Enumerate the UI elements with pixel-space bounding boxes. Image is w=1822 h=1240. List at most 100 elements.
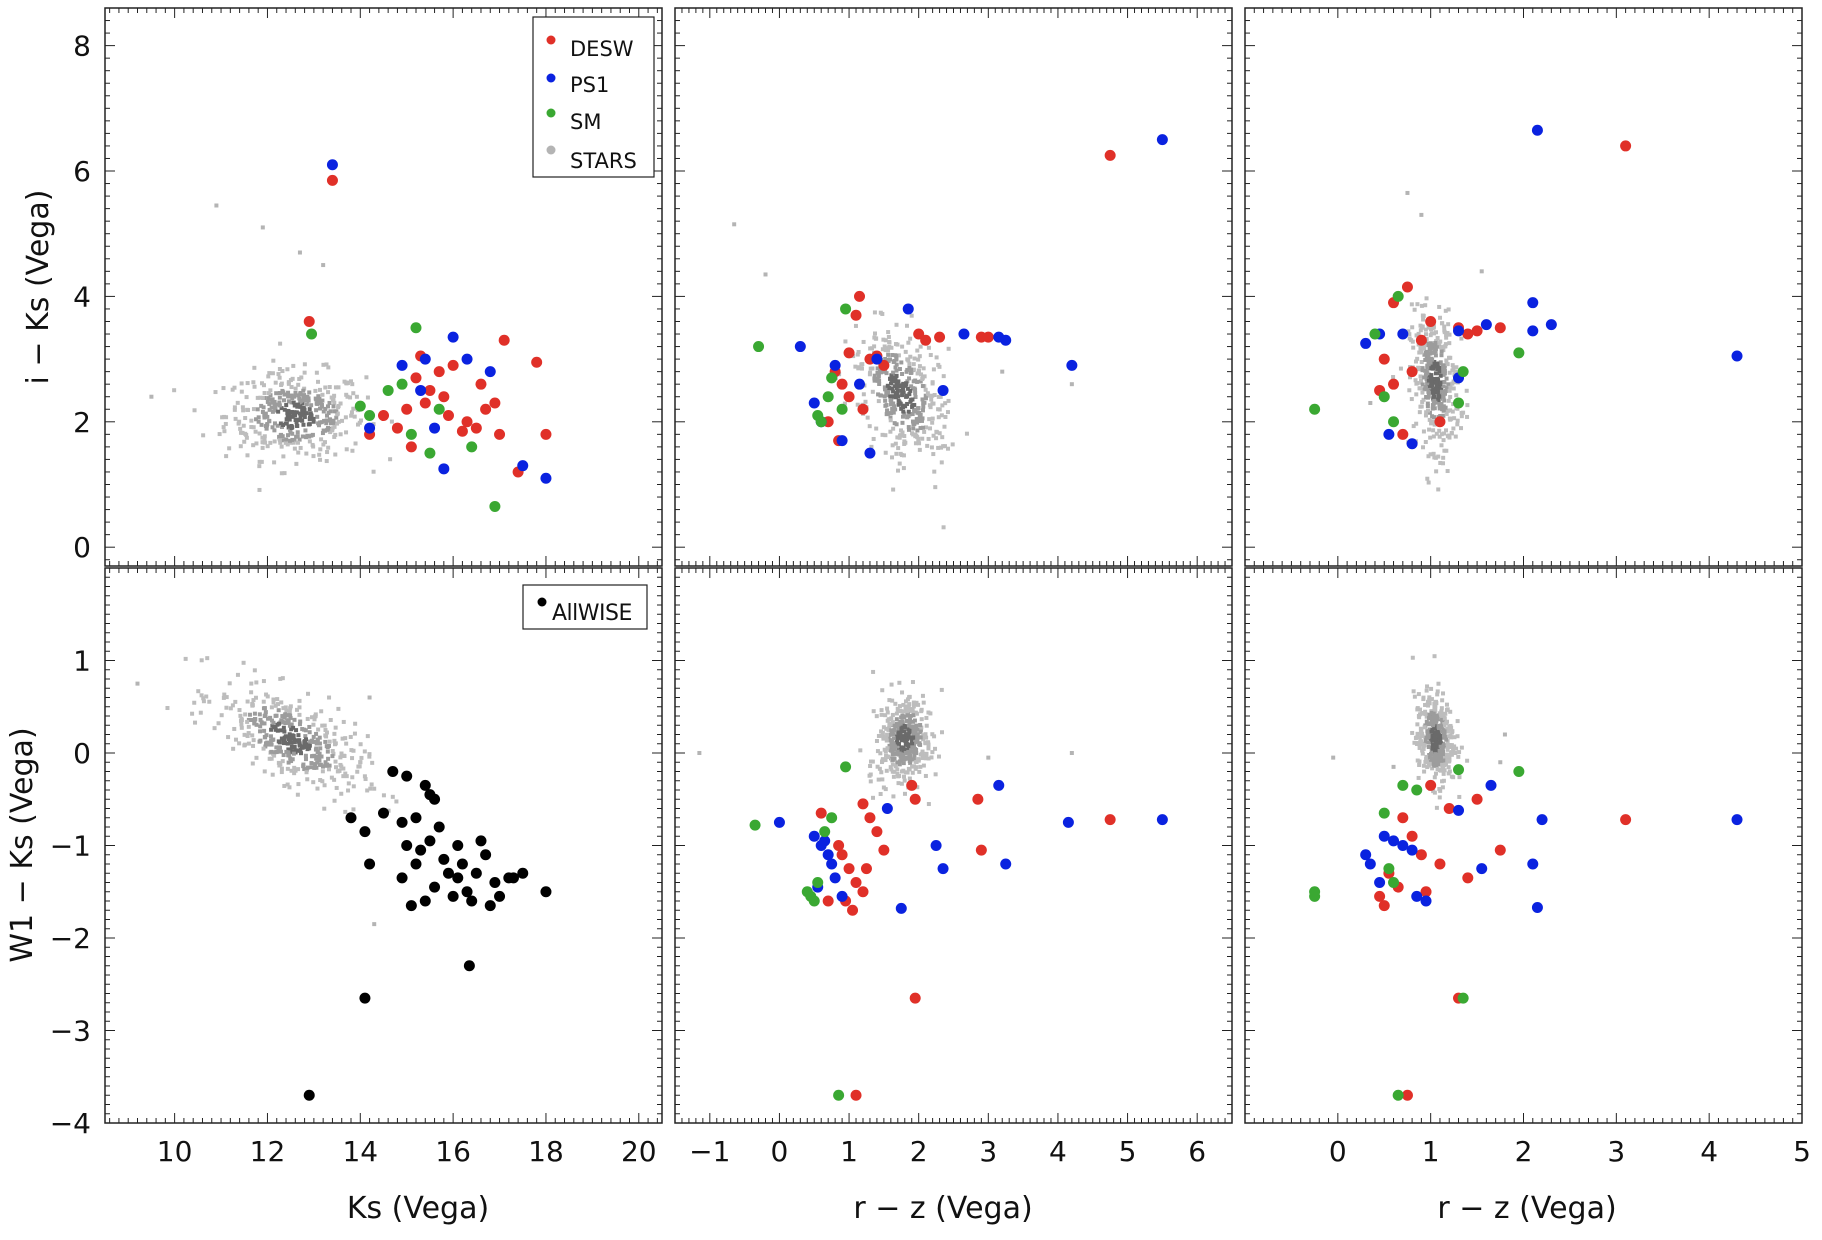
star-point <box>307 407 312 412</box>
star-point <box>279 381 284 386</box>
star-point <box>1435 740 1440 745</box>
star-point <box>1426 394 1431 399</box>
point-ps1 <box>1156 814 1168 826</box>
star-point <box>916 357 921 362</box>
star-point <box>294 410 299 415</box>
star-point <box>339 791 344 796</box>
x-tick-label: 2 <box>910 1135 928 1168</box>
star-point <box>201 696 206 701</box>
star-point <box>285 741 290 746</box>
star-point <box>927 403 932 408</box>
star-point <box>289 740 294 745</box>
star-point <box>1424 754 1429 759</box>
star-point <box>1457 750 1462 755</box>
point-desw <box>1397 428 1409 440</box>
star-point <box>271 358 276 363</box>
star-point <box>878 791 883 796</box>
star-point <box>1423 386 1428 391</box>
star-point <box>1436 397 1441 402</box>
point-desw <box>1434 416 1446 428</box>
star-point <box>884 768 889 773</box>
star-point <box>1450 363 1455 368</box>
point-stars <box>149 394 154 399</box>
star-point <box>291 400 296 405</box>
star-point <box>1432 750 1437 755</box>
star-point <box>306 398 311 403</box>
point-ps1 <box>364 422 376 434</box>
star-point <box>900 393 905 398</box>
point-stars <box>732 222 737 227</box>
x-tick-label: 1 <box>840 1135 858 1168</box>
star-point <box>271 700 276 705</box>
star-point <box>910 419 915 424</box>
star-point <box>301 422 306 427</box>
star-point <box>926 436 931 441</box>
star-point <box>369 782 374 787</box>
star-point <box>1434 431 1439 436</box>
star-point <box>260 445 265 450</box>
star-point <box>920 749 925 754</box>
star-point <box>351 391 356 396</box>
star-point <box>902 723 907 728</box>
star-point <box>936 407 941 412</box>
star-point <box>254 441 259 446</box>
star-point <box>245 719 250 724</box>
star-point <box>900 721 905 726</box>
star-point <box>287 710 292 715</box>
star-point <box>1439 715 1444 720</box>
star-point <box>1425 731 1430 736</box>
star-point <box>892 377 897 382</box>
star-point <box>886 330 891 335</box>
star-point <box>1439 706 1444 711</box>
point-allwise <box>415 844 427 856</box>
star-point <box>1432 364 1437 369</box>
x-tick-label: 5 <box>1793 1135 1811 1168</box>
star-point <box>930 732 935 737</box>
star-point <box>899 388 904 393</box>
star-point <box>894 362 899 367</box>
star-point <box>277 366 282 371</box>
star-point <box>362 749 367 754</box>
star-point <box>1437 428 1442 433</box>
star-point <box>270 737 275 742</box>
star-point <box>296 450 301 455</box>
star-point <box>1411 345 1416 350</box>
star-point <box>289 385 294 390</box>
star-point <box>1428 751 1433 756</box>
star-point <box>304 767 309 772</box>
star-point <box>885 383 890 388</box>
star-point <box>1420 368 1425 373</box>
star-point <box>926 742 931 747</box>
star-point <box>1440 746 1445 751</box>
star-point <box>1410 325 1415 330</box>
star-point <box>876 392 881 397</box>
point-desw <box>494 428 506 440</box>
star-point <box>368 786 373 791</box>
point-sm <box>808 895 820 907</box>
star-point <box>332 400 337 405</box>
star-point <box>912 421 917 426</box>
star-point <box>245 734 250 739</box>
star-point <box>889 345 894 350</box>
point-desw <box>1420 886 1432 898</box>
point-desw <box>1104 814 1116 826</box>
axes: 10 12 14 16 18 20−4−3−2−101 <box>50 567 662 1168</box>
star-point <box>314 765 319 770</box>
star-point <box>276 372 281 377</box>
star-point <box>1445 747 1450 752</box>
star-point <box>1442 768 1447 773</box>
star-point <box>929 445 934 450</box>
star-point <box>282 471 287 476</box>
star-point <box>910 745 915 750</box>
star-point <box>1426 391 1431 396</box>
star-point <box>332 409 337 414</box>
star-point <box>1416 331 1421 336</box>
star-point <box>877 766 882 771</box>
star-point <box>913 728 918 733</box>
point-desw <box>1388 378 1400 390</box>
star-point <box>922 400 927 405</box>
star-point <box>204 694 209 699</box>
point-desw <box>1434 858 1446 870</box>
star-point <box>1431 434 1436 439</box>
star-point <box>1429 686 1434 691</box>
